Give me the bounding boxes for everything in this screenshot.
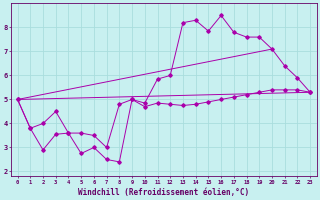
X-axis label: Windchill (Refroidissement éolien,°C): Windchill (Refroidissement éolien,°C) <box>78 188 249 197</box>
